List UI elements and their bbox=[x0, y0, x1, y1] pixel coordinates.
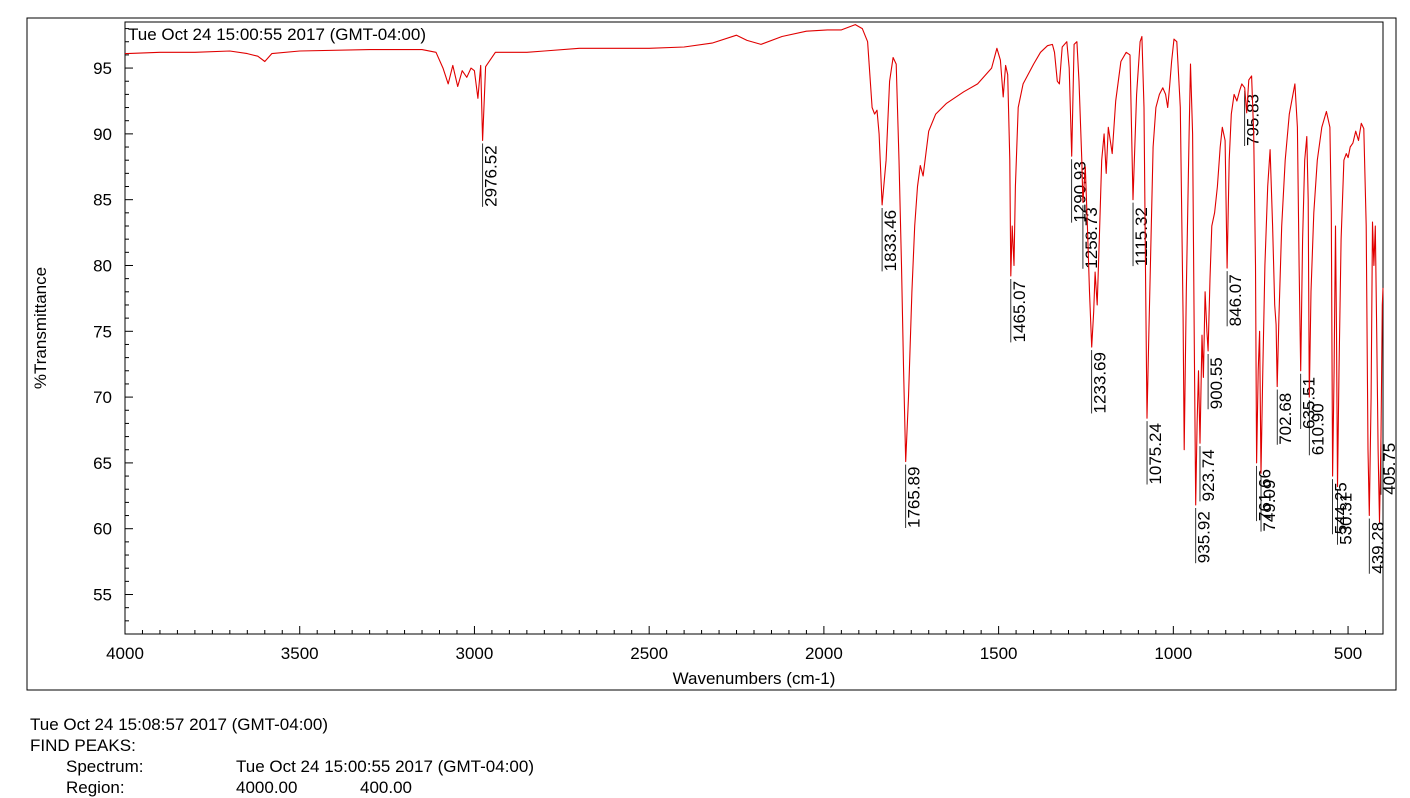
x-tick-label: 2500 bbox=[630, 644, 668, 663]
peak-label: 1233.69 bbox=[1091, 352, 1110, 413]
series-group bbox=[124, 24, 1384, 523]
peak-label: 702.68 bbox=[1276, 393, 1295, 445]
peak-label: 900.55 bbox=[1207, 357, 1226, 409]
report-timestamp: Tue Oct 24 15:08:57 2017 (GMT-04:00) bbox=[30, 715, 328, 734]
y-tick-label: 55 bbox=[93, 586, 112, 605]
peak-label: 610.90 bbox=[1308, 403, 1327, 455]
spectrum-value: Tue Oct 24 15:00:55 2017 (GMT-04:00) bbox=[236, 757, 534, 776]
peak-labels: 2976.521833.461765.891465.071290.931258.… bbox=[482, 90, 1399, 574]
peak-label: 530.31 bbox=[1336, 493, 1355, 545]
y-tick-label: 80 bbox=[93, 256, 112, 275]
y-tick-label: 70 bbox=[93, 388, 112, 407]
x-tick-label: 4000 bbox=[106, 644, 144, 663]
peak-label: 923.74 bbox=[1199, 449, 1218, 501]
y-tick-label: 90 bbox=[93, 125, 112, 144]
y-axis: 55 60 65 70 75 80 85 90 95 bbox=[93, 28, 133, 622]
spectrum-label: Spectrum: bbox=[66, 757, 144, 776]
y-axis-label: %Transmittance bbox=[31, 267, 50, 389]
x-tick-label: 2000 bbox=[805, 644, 843, 663]
spectrum-line bbox=[124, 24, 1384, 523]
peak-label: 846.07 bbox=[1226, 274, 1245, 326]
peak-label: 1115.32 bbox=[1132, 207, 1151, 266]
peak-label: 2976.52 bbox=[482, 145, 501, 206]
peak-label: 1075.24 bbox=[1146, 423, 1165, 484]
x-tick-label: 3500 bbox=[281, 644, 319, 663]
region-end: 400.00 bbox=[360, 778, 412, 797]
peak-label: 1833.46 bbox=[881, 210, 900, 271]
peak-label: 405.75 bbox=[1380, 443, 1399, 495]
region-label: Region: bbox=[66, 778, 125, 797]
region-row: Region: 4000.00 400.00 bbox=[30, 777, 534, 798]
spectrum-row: Spectrum: Tue Oct 24 15:00:55 2017 (GMT-0… bbox=[30, 756, 534, 777]
peak-label: 761.66 bbox=[1256, 469, 1275, 521]
x-axis-label: Wavenumbers (cm-1) bbox=[673, 669, 836, 688]
peak-label: 439.28 bbox=[1368, 522, 1387, 574]
ir-spectrum-chart: Tue Oct 24 15:00:55 2017 (GMT-04:00) %Tr… bbox=[26, 17, 1399, 691]
x-tick-label: 1500 bbox=[980, 644, 1018, 663]
find-peaks-heading: FIND PEAKS: bbox=[30, 736, 136, 755]
y-tick-label: 85 bbox=[93, 191, 112, 210]
region-start: 4000.00 bbox=[236, 778, 298, 797]
x-axis: 4000 3500 3000 2500 2000 1500 1000 500 bbox=[106, 626, 1384, 663]
peak-label: 935.92 bbox=[1195, 511, 1214, 563]
chart-title: Tue Oct 24 15:00:55 2017 (GMT-04:00) bbox=[128, 25, 426, 44]
peak-label: 1465.07 bbox=[1010, 281, 1029, 342]
chart-frame bbox=[26, 17, 1397, 691]
peak-label: 749.09 bbox=[1260, 480, 1279, 532]
peak-label: 1765.89 bbox=[905, 467, 924, 528]
y-tick-label: 75 bbox=[93, 322, 112, 341]
x-tick-label: 3000 bbox=[456, 644, 494, 663]
x-tick-label: 500 bbox=[1334, 644, 1362, 663]
y-tick-label: 60 bbox=[93, 520, 112, 539]
y-tick-label: 95 bbox=[93, 59, 112, 78]
x-tick-label: 1000 bbox=[1154, 644, 1192, 663]
y-tick-label: 65 bbox=[93, 454, 112, 473]
peak-label: 1258.73 bbox=[1082, 207, 1101, 268]
report-footer: Tue Oct 24 15:08:57 2017 (GMT-04:00) FIN… bbox=[30, 714, 534, 798]
peak-label: 544.25 bbox=[1332, 482, 1351, 534]
